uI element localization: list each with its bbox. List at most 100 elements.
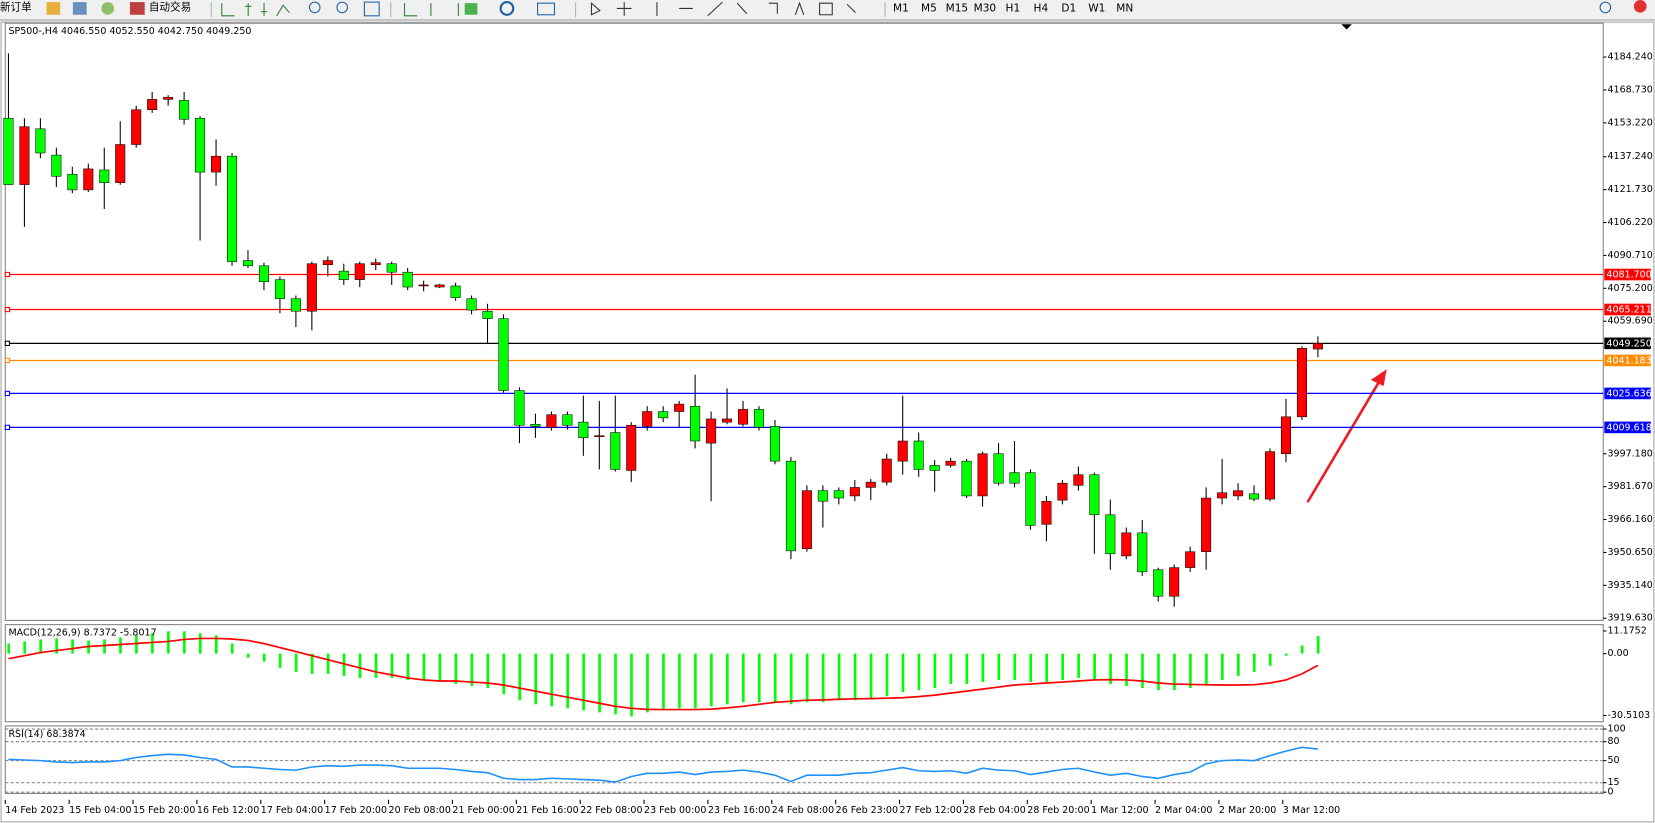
- timeframe-button[interactable]: MN: [1116, 2, 1133, 14]
- level-handle: [4, 390, 11, 397]
- candle-body: [1249, 493, 1260, 500]
- notification-icon[interactable]: [1633, 0, 1647, 13]
- histogram-bar: [103, 639, 106, 654]
- histogram-bar: [646, 653, 649, 713]
- candle-body: [913, 440, 924, 470]
- histogram-bar: [582, 653, 585, 711]
- candle-body: [242, 260, 254, 267]
- candle-body: [817, 490, 828, 502]
- histogram-bar: [741, 653, 745, 703]
- x-tick-label: 26 Feb 23:00: [836, 805, 898, 816]
- y-tick-label: 4168.730: [1607, 84, 1652, 95]
- candle-body: [3, 117, 14, 185]
- level-handle: [4, 306, 11, 313]
- toolbar: [0, 0, 1655, 21]
- histogram-bar: [183, 631, 186, 654]
- candle-body: [1041, 500, 1052, 525]
- annotation-arrowhead: [1370, 369, 1387, 387]
- candle-body: [227, 155, 238, 262]
- y-tick-label: 4184.240: [1607, 52, 1652, 63]
- histogram-bar: [390, 653, 394, 678]
- level-handle: [4, 357, 11, 364]
- candle-body: [1264, 451, 1276, 500]
- histogram-bar: [310, 653, 314, 674]
- candle-body: [1217, 492, 1228, 499]
- candle-body: [961, 460, 972, 497]
- indicator-line: [8, 746, 1318, 783]
- candle-body: [849, 487, 860, 497]
- candle-body: [274, 279, 285, 299]
- panel: [4, 624, 1604, 723]
- level-handle: [4, 340, 11, 346]
- y-tick-label: 3935.140: [1607, 580, 1652, 591]
- histogram-bar: [422, 653, 426, 680]
- histogram-bar: [773, 653, 777, 703]
- search-icon[interactable]: [1599, 1, 1612, 14]
- level-label-box: [1604, 337, 1651, 350]
- candle-body: [370, 262, 381, 266]
- toolbar-button[interactable]: 自动交易: [149, 0, 191, 13]
- y-tick-label: 4106.220: [1607, 217, 1652, 228]
- y-tick-label: 80: [1607, 736, 1619, 747]
- histogram-bar: [917, 653, 921, 691]
- histogram-bar: [534, 653, 538, 705]
- candle-body: [1312, 343, 1323, 350]
- x-tick-label: 2 Mar 20:00: [1219, 805, 1276, 816]
- candle-body: [418, 284, 429, 287]
- level-label: 4049.250: [1606, 338, 1651, 349]
- histogram-bar: [167, 631, 170, 654]
- histogram-bar: [821, 653, 825, 703]
- timeframe-button[interactable]: M30: [974, 2, 997, 14]
- histogram-bar: [326, 653, 330, 674]
- candle-body: [546, 414, 557, 428]
- candle-body: [306, 263, 317, 312]
- annotation-arrow: [1306, 377, 1383, 503]
- timeframe-button[interactable]: H1: [1006, 2, 1021, 14]
- y-tick-label: 3950.650: [1607, 547, 1652, 558]
- candle-body: [1009, 472, 1020, 484]
- panel-title: RSI(14) 68.3874: [8, 729, 85, 740]
- candle-body: [801, 490, 812, 549]
- x-tick-label: 21 Feb 16:00: [516, 805, 578, 816]
- histogram-bar: [965, 653, 969, 685]
- x-tick-label: 28 Feb 04:00: [963, 805, 1025, 816]
- histogram-bar: [1109, 653, 1112, 685]
- timeframe-button[interactable]: D1: [1061, 2, 1076, 14]
- histogram-bar: [438, 653, 442, 682]
- candle-body: [386, 263, 397, 273]
- histogram-bar: [566, 653, 569, 709]
- y-tick-label: 3981.670: [1607, 481, 1652, 492]
- timeframe-group: M1 M5 M15 M30 H1 H4 D1 W1 MN: [893, 2, 1133, 14]
- level-label: 4009.618: [1606, 422, 1651, 433]
- candle-body: [1025, 472, 1036, 526]
- x-tick-label: 15 Feb 20:00: [133, 805, 195, 816]
- toolbar-button[interactable]: 新订单: [0, 0, 32, 13]
- y-tick-label: -30.5103: [1607, 710, 1650, 721]
- histogram-bar: [933, 653, 937, 689]
- candle-body: [514, 390, 525, 426]
- histogram-bar: [1284, 653, 1288, 656]
- candle-body: [1296, 348, 1307, 418]
- histogram-bar: [119, 637, 122, 654]
- timeframe-button[interactable]: W1: [1088, 2, 1105, 14]
- candle-body: [163, 96, 174, 100]
- y-tick-label: 15: [1607, 777, 1619, 788]
- candle-body: [147, 99, 158, 111]
- candle-body: [1137, 532, 1148, 573]
- candle-body: [402, 271, 413, 288]
- candle-body: [482, 310, 493, 319]
- timeframe-button[interactable]: M1: [893, 2, 909, 14]
- timeframe-button[interactable]: H4: [1034, 2, 1049, 14]
- timeframe-button[interactable]: M5: [921, 2, 937, 14]
- timeframe-button[interactable]: M15: [946, 2, 969, 14]
- histogram-bar: [901, 653, 905, 693]
- y-tick-label: 100: [1607, 724, 1625, 735]
- candle-body: [722, 418, 733, 423]
- level-label: 4025.636: [1606, 388, 1651, 399]
- icon: [464, 3, 478, 15]
- candle-body: [753, 409, 765, 428]
- histogram-bar: [1221, 653, 1224, 680]
- histogram-bar: [230, 643, 234, 654]
- histogram-bar: [885, 653, 889, 697]
- histogram-bar: [1141, 653, 1144, 689]
